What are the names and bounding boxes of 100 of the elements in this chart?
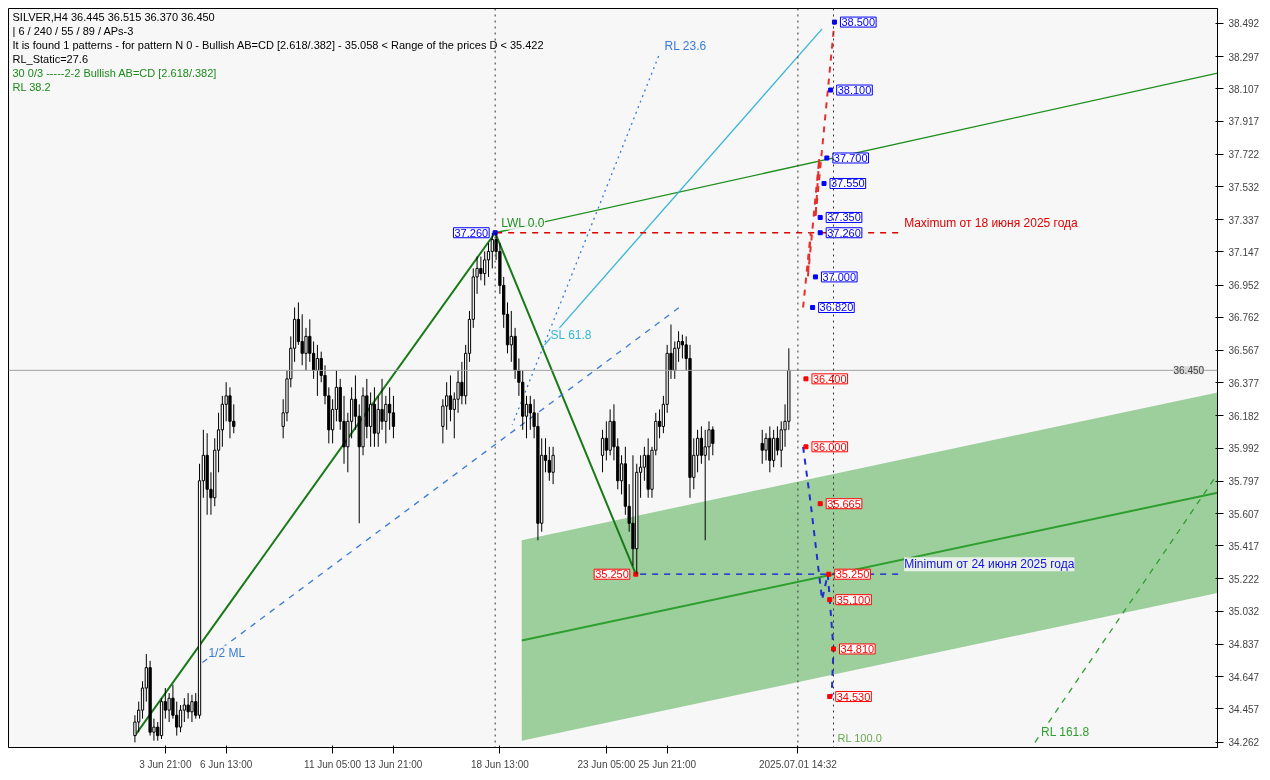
y-tick-label: 37.337	[1228, 214, 1260, 226]
point	[827, 694, 833, 700]
y-tick-label: 35.797	[1228, 476, 1260, 488]
candlestick	[551, 446, 555, 485]
y-tick-label: 38.297	[1228, 51, 1260, 63]
point	[803, 444, 809, 450]
data-label: 35.100	[836, 593, 871, 606]
candlestick	[368, 391, 373, 448]
y-tick-label: 38.492	[1228, 18, 1260, 30]
series-label: RL 23.6	[664, 39, 707, 54]
series-label: LWL 0.0	[501, 215, 545, 230]
ref-line-label: RL 100.0	[837, 731, 882, 744]
candlestick	[771, 429, 776, 468]
annotation: It is found 1 patterns - for pattern N 0 - Bullish AB=CD [2.618/.382] - 35.058 < Range of the prices D < 35.422	[12, 38, 544, 51]
ref-line-label: 36.450	[1173, 365, 1205, 377]
point	[821, 180, 827, 186]
candlestick	[604, 420, 608, 461]
x-tick-label: 6 Jun 13:00	[200, 758, 253, 770]
candlestick	[760, 429, 764, 465]
candlestick	[486, 242, 491, 278]
y-tick-label: 36.952	[1228, 280, 1260, 292]
candlestick	[680, 334, 685, 359]
text: | 6 / 240 / 55 / 89 / APs-3	[12, 24, 134, 37]
point	[828, 87, 834, 93]
annotation: 30 0/3 -----2-2 Bullish AB=CD [2.618/.382]	[12, 66, 217, 79]
y-tick-label: 34.262	[1228, 737, 1260, 749]
annotation: RL 38.2	[12, 80, 51, 93]
y-tick-label: 35.992	[1228, 443, 1260, 455]
y-tick-label: 34.457	[1228, 703, 1260, 715]
x-tick-label: 11 Jun 05:00	[304, 758, 362, 770]
x-tick-label: 3 Jun 21:00	[139, 758, 192, 770]
y-tick-label: 37.532	[1228, 181, 1260, 193]
point	[824, 155, 830, 161]
data-label: 38.100	[837, 84, 872, 97]
y-tick-label: 37.147	[1228, 246, 1260, 258]
candlestick	[764, 432, 768, 461]
y-tick-label: 35.032	[1228, 606, 1260, 618]
chart-title: SILVER,H4 36.445 36.515 36.370 36.450	[12, 10, 215, 23]
y-tick-label: 37.917	[1228, 116, 1260, 128]
point	[817, 501, 823, 507]
point	[803, 376, 809, 382]
y-tick-label: 37.722	[1228, 149, 1260, 161]
series-label: RL 161.8	[1041, 725, 1090, 740]
y-tick-label: 38.107	[1228, 83, 1260, 95]
candlestick	[448, 374, 453, 422]
data-label: 34.810	[840, 642, 875, 655]
candlestick	[699, 425, 704, 465]
x-tick-label: 25 Jun 21:00	[638, 758, 697, 770]
y-tick-label: 34.837	[1228, 639, 1260, 651]
x-tick-label: 2025.07.01 14:32	[758, 758, 838, 770]
data-label: 34.530	[836, 690, 871, 703]
point	[812, 274, 818, 280]
y-tick-label: 36.182	[1228, 410, 1260, 422]
y-tick-label: 35.222	[1228, 573, 1260, 585]
point	[817, 230, 823, 236]
candlestick	[479, 256, 483, 281]
candlestick	[186, 692, 190, 720]
y-tick-label: 36.762	[1228, 312, 1260, 324]
candlestick	[768, 425, 772, 473]
point	[827, 597, 833, 603]
candlestick	[190, 694, 194, 723]
data-label: 37.260	[827, 226, 861, 239]
y-tick-label: 36.377	[1228, 377, 1260, 389]
y-tick-label: 34.647	[1228, 671, 1260, 683]
point	[817, 214, 823, 220]
data-label: 35.665	[827, 497, 861, 510]
data-label: 35.250	[835, 568, 870, 581]
candlestick	[391, 395, 396, 439]
data-label: 36.820	[819, 301, 854, 314]
series-label: Minimum от 24 июня 2025 года	[904, 557, 1075, 572]
candlestick	[167, 692, 171, 723]
data-label: 36.000	[812, 440, 847, 453]
y-tick-label: 36.567	[1228, 345, 1260, 357]
data-label: 37.000	[822, 270, 857, 283]
data-label: 37.550	[831, 177, 865, 190]
point	[826, 571, 832, 577]
data-label: 37.700	[833, 152, 868, 164]
x-tick-label: 13 Jun 21:00	[364, 758, 423, 770]
candlestick	[547, 446, 551, 482]
candlestick	[483, 250, 487, 286]
series-label: SL 61.8	[550, 327, 592, 342]
x-tick-label: 18 Jun 13:00	[470, 758, 530, 770]
x-tick-label: 23 Jun 05:00	[577, 758, 636, 770]
data-label: 37.350	[827, 211, 861, 224]
candlestick	[711, 425, 715, 456]
data-label: 36.400	[812, 372, 847, 385]
data-label: 38.500	[841, 16, 876, 29]
point	[831, 646, 837, 652]
series-label: 1/2 ML	[208, 645, 246, 660]
annotation: RL_Static=27.6	[12, 52, 89, 65]
data-label: 35.250	[595, 568, 629, 581]
candlestick	[600, 429, 605, 473]
y-tick-label: 35.417	[1228, 540, 1260, 552]
y-tick-label: 35.607	[1228, 508, 1260, 520]
data-label: 37.260	[454, 226, 489, 239]
point	[810, 305, 816, 310]
candlestick	[380, 378, 384, 431]
candlestick	[388, 386, 392, 431]
series-label: Maximum от 18 июня 2025 года	[904, 215, 1079, 230]
candlestick	[178, 704, 183, 733]
